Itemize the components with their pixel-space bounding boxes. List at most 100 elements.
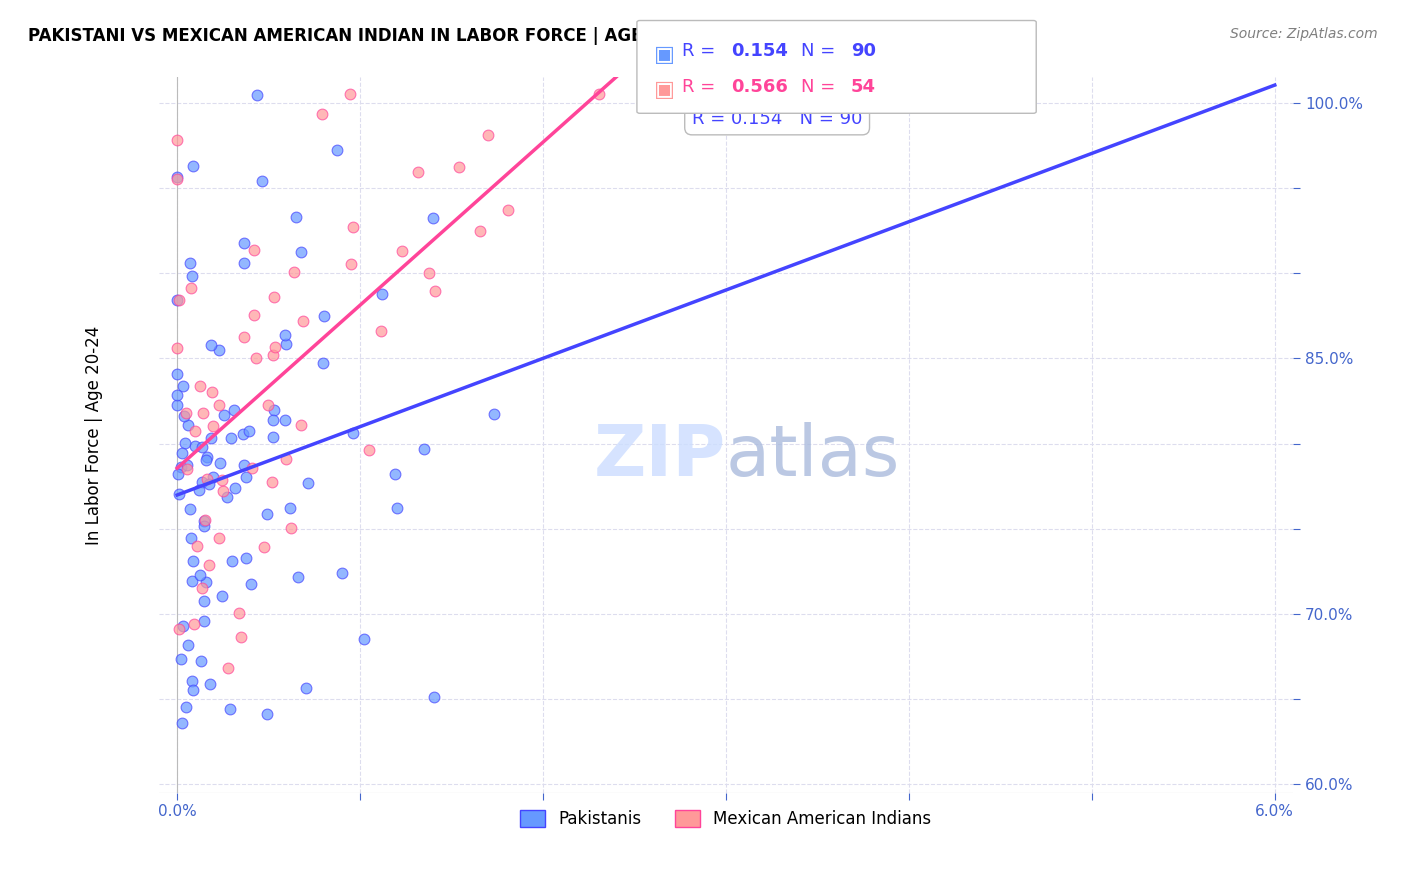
Pakistanis	[235, 551, 257, 566]
Pakistanis	[422, 211, 444, 225]
Pakistanis	[177, 418, 200, 433]
Pakistanis	[176, 458, 198, 472]
Pakistanis	[193, 593, 215, 607]
Pakistanis	[169, 460, 191, 475]
Pakistanis	[198, 476, 221, 491]
Pakistanis	[250, 174, 273, 188]
Pakistanis	[342, 425, 364, 440]
Mexican American Indians	[311, 107, 333, 121]
Pakistanis	[181, 674, 204, 689]
Pakistanis	[172, 619, 194, 633]
Pakistanis	[387, 500, 409, 515]
Pakistanis	[193, 518, 215, 533]
Pakistanis	[173, 436, 195, 450]
Pakistanis	[169, 652, 191, 666]
Pakistanis	[167, 487, 190, 501]
Pakistanis	[174, 700, 197, 714]
Mexican American Indians	[211, 474, 233, 488]
Text: 0.154: 0.154	[731, 42, 787, 60]
Pakistanis	[284, 211, 307, 225]
Pakistanis	[235, 470, 257, 484]
Text: atlas: atlas	[725, 422, 900, 491]
Pakistanis	[191, 440, 214, 454]
Pakistanis	[194, 453, 217, 467]
Pakistanis	[183, 439, 205, 453]
Mexican American Indians	[233, 330, 256, 344]
Mexican American Indians	[340, 257, 363, 271]
Pakistanis	[194, 575, 217, 590]
Text: ▣: ▣	[654, 45, 675, 64]
Pakistanis	[233, 458, 256, 472]
Mexican American Indians	[262, 348, 284, 362]
Text: ▣: ▣	[654, 80, 675, 100]
Pakistanis	[195, 450, 218, 464]
Pakistanis	[484, 407, 506, 421]
Mexican American Indians	[183, 616, 205, 631]
Pakistanis	[274, 413, 297, 427]
Pakistanis	[193, 514, 215, 528]
Mexican American Indians	[283, 264, 305, 278]
Pakistanis	[170, 716, 193, 731]
Mexican American Indians	[184, 424, 207, 438]
Mexican American Indians	[264, 340, 287, 354]
Mexican American Indians	[359, 442, 381, 457]
Pakistanis	[188, 483, 211, 497]
Pakistanis	[246, 88, 269, 103]
Pakistanis	[170, 811, 193, 825]
Mexican American Indians	[243, 243, 266, 257]
Mexican American Indians	[245, 351, 267, 366]
Pakistanis	[217, 491, 239, 505]
Pakistanis	[202, 470, 225, 484]
Text: R =: R =	[682, 42, 721, 60]
Pakistanis	[179, 256, 201, 270]
Pakistanis	[219, 431, 242, 445]
Pakistanis	[224, 481, 246, 495]
Mexican American Indians	[477, 128, 499, 142]
Pakistanis	[232, 256, 254, 270]
Mexican American Indians	[166, 171, 188, 186]
Mexican American Indians	[208, 531, 231, 545]
Pakistanis	[290, 245, 312, 260]
Mexican American Indians	[240, 460, 263, 475]
Pakistanis	[278, 500, 301, 515]
Mexican American Indians	[391, 244, 413, 258]
Pakistanis	[330, 566, 353, 581]
Mexican American Indians	[186, 539, 208, 553]
Pakistanis	[219, 702, 242, 716]
Mexican American Indians	[370, 324, 392, 338]
Mexican American Indians	[201, 384, 224, 399]
Mexican American Indians	[208, 398, 231, 412]
Mexican American Indians	[280, 520, 302, 534]
Pakistanis	[181, 159, 204, 173]
Pakistanis	[412, 442, 434, 457]
Text: N =: N =	[801, 42, 841, 60]
Text: 0.566: 0.566	[731, 78, 787, 95]
Mexican American Indians	[229, 630, 252, 644]
Mexican American Indians	[243, 308, 266, 322]
Pakistanis	[181, 574, 204, 589]
Mexican American Indians	[191, 581, 214, 595]
Mexican American Indians	[447, 160, 470, 174]
Pakistanis	[166, 467, 188, 481]
Text: ZIP: ZIP	[593, 422, 725, 491]
Pakistanis	[212, 408, 235, 422]
Pakistanis	[238, 424, 260, 438]
Pakistanis	[384, 467, 406, 482]
Pakistanis	[262, 430, 284, 444]
Pakistanis	[326, 143, 349, 157]
Mexican American Indians	[166, 341, 188, 355]
Pakistanis	[170, 446, 193, 460]
Pakistanis	[211, 589, 233, 603]
Pakistanis	[180, 532, 202, 546]
Text: PAKISTANI VS MEXICAN AMERICAN INDIAN IN LABOR FORCE | AGE 20-24 CORRELATION CHAR: PAKISTANI VS MEXICAN AMERICAN INDIAN IN …	[28, 27, 907, 45]
Mexican American Indians	[260, 475, 283, 490]
Mexican American Indians	[194, 513, 217, 527]
Pakistanis	[263, 402, 285, 417]
Pakistanis	[232, 426, 254, 441]
Pakistanis	[287, 570, 309, 584]
Pakistanis	[371, 287, 394, 301]
Pakistanis	[173, 409, 195, 423]
Pakistanis	[297, 476, 319, 491]
Mexican American Indians	[190, 379, 212, 393]
Pakistanis	[221, 554, 243, 568]
